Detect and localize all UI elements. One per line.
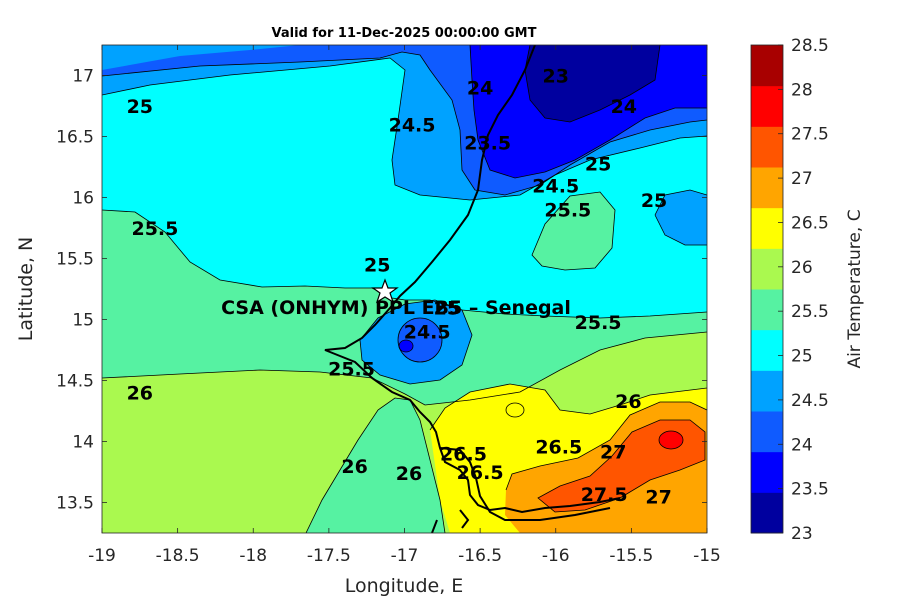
contour-label: 24.5: [404, 322, 451, 344]
contour-label: 26: [396, 463, 422, 485]
colorbar-swatch: [751, 329, 783, 371]
y-tick-label: 17: [72, 67, 94, 87]
field-26-5-blob: [506, 403, 524, 417]
x-tick-label: -18.5: [156, 546, 200, 566]
x-tick-label: -15.5: [609, 546, 653, 566]
colorbar-tick-label: 23.5: [791, 480, 829, 500]
contour-label: 25.5: [131, 218, 178, 240]
colorbar-label: Air Temperature, C: [845, 209, 865, 368]
field-25-5-wedge: [306, 398, 445, 533]
contour-labels: 25 24.5 24 23 23.5 24 24.5 25 25.5 25 25.5 25 25 24.5…: [127, 66, 672, 509]
contour-label: 24.5: [532, 175, 579, 197]
contour-label: 25.5: [544, 200, 591, 222]
y-axis-ticks: 13.5 14 14.5 15 15.5 16 16.5 17: [56, 67, 707, 514]
colorbar-tick-label: 27: [791, 169, 813, 189]
contour-label: 27.5: [581, 484, 628, 506]
x-tick-label: -19: [88, 546, 116, 566]
contour-label: 26.5: [535, 436, 582, 458]
y-tick-label: 13.5: [56, 494, 94, 514]
contour-lines: [102, 45, 707, 533]
temperature-map: [102, 45, 707, 533]
colorbar-swatch: [751, 207, 783, 249]
contour-label: 26.5: [457, 462, 504, 484]
colorbar: 23 23.5 24 24.5 25 25.5 26 26.5 27 27.5 28 28.5: [750, 36, 829, 544]
contour-label: 26: [127, 383, 153, 405]
field-24-5-east: [655, 190, 707, 245]
x-tick-label: -18: [239, 546, 267, 566]
x-tick-label: -17.5: [307, 546, 351, 566]
field-23-5-blob: [399, 340, 413, 352]
colorbar-swatch: [751, 45, 783, 87]
coastline: [324, 45, 621, 533]
colorbar-tick-label: 28.5: [791, 36, 829, 56]
contour-label: 25: [434, 297, 460, 319]
x-tick-label: -17: [391, 546, 419, 566]
colorbar-swatch: [751, 85, 783, 127]
y-tick-label: 14: [72, 433, 94, 453]
colorbar-tick-label: 25: [791, 347, 813, 367]
field-23: [525, 45, 660, 122]
colorbar-tick-label: 28: [791, 80, 813, 100]
site-label: CSA (ONHYM) PPL EB5 – Senegal: [221, 297, 571, 319]
colorbar-tick-label: 25.5: [791, 302, 829, 322]
colorbar-tick-label: 23: [791, 524, 813, 544]
colorbar-swatch: [751, 370, 783, 412]
x-tick-label: -16.5: [458, 546, 502, 566]
contour-label: 27: [600, 441, 626, 463]
colorbar-swatch: [751, 451, 783, 493]
colorbar-frame: [750, 44, 784, 534]
x-tick-label: -15: [693, 546, 721, 566]
contour-label: 24: [467, 78, 493, 100]
contour-label: 25: [641, 190, 667, 212]
y-tick-label: 15.5: [56, 250, 94, 270]
colorbar-swatch: [751, 492, 783, 534]
y-tick-label: 15: [72, 311, 94, 331]
colorbar-tick-label: 26: [791, 258, 813, 278]
contour-label: 23.5: [464, 133, 511, 155]
colorbar-swatch: [751, 248, 783, 290]
colorbar-tick-label: 26.5: [791, 213, 829, 233]
x-axis-ticks: -19 -18.5 -18 -17.5 -17 -16.5 -16 -15.5 -15: [88, 45, 721, 566]
contour-label: 26.5: [440, 444, 487, 466]
contour-label: 25: [364, 255, 390, 277]
colorbar-tick-label: 27.5: [791, 125, 829, 145]
x-tick-label: -16: [542, 546, 570, 566]
contour-label: 24.5: [389, 114, 436, 136]
contour-label: 23: [543, 66, 569, 88]
x-axis-label: Longitude, E: [345, 575, 464, 597]
field-28: [659, 431, 683, 449]
colorbar-swatch: [751, 167, 783, 209]
contour-label: 24: [611, 96, 637, 118]
contour-label: 26: [341, 456, 367, 478]
y-axis-label: Latitude, N: [15, 237, 37, 342]
colorbar-swatch: [751, 126, 783, 168]
y-tick-label: 14.5: [56, 372, 94, 392]
contour-label: 26: [615, 391, 641, 413]
contour-label: 27: [645, 486, 671, 508]
contour-label: 25: [127, 96, 153, 118]
colorbar-tick-label: 24: [791, 435, 813, 455]
field-25-5-island: [532, 192, 615, 270]
y-tick-label: 16.5: [56, 128, 94, 148]
y-tick-label: 16: [72, 189, 94, 209]
colorbar-tick-label: 24.5: [791, 391, 829, 411]
colorbar-swatch: [751, 411, 783, 453]
contour-label: 25.5: [328, 358, 375, 380]
chart-title: Valid for 11-Dec-2025 00:00:00 GMT: [272, 26, 537, 41]
contour-label: 25.5: [575, 312, 622, 334]
colorbar-swatch: [751, 289, 783, 331]
site-marker-star-icon: [371, 278, 399, 304]
contour-label: 25: [585, 153, 611, 175]
